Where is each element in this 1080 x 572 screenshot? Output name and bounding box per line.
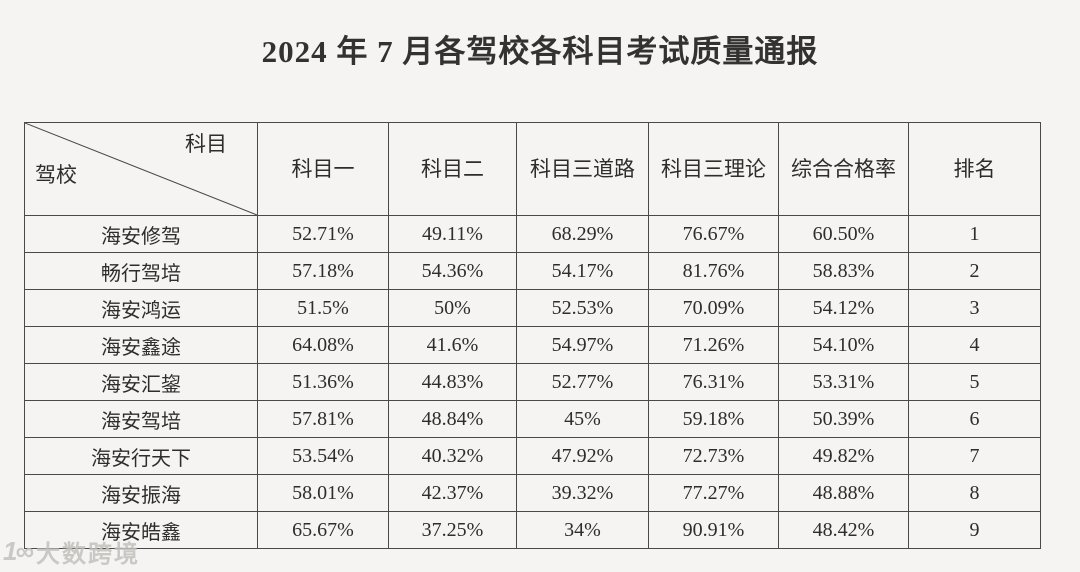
page-title: 2024 年 7 月各驾校各科目考试质量通报 — [261, 34, 819, 69]
subject2-cell: 44.83% — [388, 363, 517, 401]
subject2-cell: 50% — [388, 289, 517, 327]
corner-label-subject: 科目 — [185, 132, 227, 156]
diagonal-divider-line — [25, 123, 257, 215]
subject3-road-cell: 39.32% — [516, 474, 649, 512]
school-name-cell: 海安驾培 — [24, 400, 258, 438]
subject1-cell: 58.01% — [257, 474, 389, 512]
rank-cell: 7 — [908, 437, 1041, 475]
table-row: 海安振海 58.01% 42.37% 39.32% 77.27% 48.88% … — [24, 474, 1041, 512]
rank-cell: 2 — [908, 252, 1041, 290]
subject3-road-cell: 54.97% — [516, 326, 649, 364]
overall-pass-rate-cell: 49.82% — [778, 437, 909, 475]
school-name-cell: 畅行驾培 — [24, 252, 258, 290]
subject3-theory-cell: 81.76% — [648, 252, 779, 290]
subject3-theory-cell: 71.26% — [648, 326, 779, 364]
subject3-theory-cell: 59.18% — [648, 400, 779, 438]
rank-cell: 1 — [908, 215, 1041, 253]
school-name-cell: 海安行天下 — [24, 437, 258, 475]
exam-quality-table: 科目 驾校 科目一 科目二 科目三道路 科目三理论 综合合格率 排名 海安修驾 … — [24, 122, 1041, 549]
table-row: 海安鑫途 64.08% 41.6% 54.97% 71.26% 54.10% 4 — [24, 326, 1041, 364]
col-header-subject3-theory: 科目三理论 — [648, 122, 779, 216]
school-name-cell: 海安振海 — [24, 474, 258, 512]
school-name-cell: 海安鸿运 — [24, 289, 258, 327]
col-header-rank: 排名 — [908, 122, 1041, 216]
subject1-cell: 51.36% — [257, 363, 389, 401]
rank-cell: 3 — [908, 289, 1041, 327]
school-name-cell: 海安鑫途 — [24, 326, 258, 364]
overall-pass-rate-cell: 53.31% — [778, 363, 909, 401]
rank-cell: 8 — [908, 474, 1041, 512]
subject2-cell: 42.37% — [388, 474, 517, 512]
subject3-theory-cell: 76.67% — [648, 215, 779, 253]
table-row: 海安驾培 57.81% 48.84% 45% 59.18% 50.39% 6 — [24, 400, 1041, 438]
subject1-cell: 57.18% — [257, 252, 389, 290]
col-header-overall-pass-rate: 综合合格率 — [778, 122, 909, 216]
subject3-road-cell: 52.53% — [516, 289, 649, 327]
school-name-cell: 海安修驾 — [24, 215, 258, 253]
subject3-road-cell: 47.92% — [516, 437, 649, 475]
subject1-cell: 57.81% — [257, 400, 389, 438]
subject3-theory-cell: 77.27% — [648, 474, 779, 512]
overall-pass-rate-cell: 50.39% — [778, 400, 909, 438]
overall-pass-rate-cell: 54.10% — [778, 326, 909, 364]
subject3-theory-cell: 90.91% — [648, 511, 779, 549]
overall-pass-rate-cell: 60.50% — [778, 215, 909, 253]
school-name-cell: 海安汇鋆 — [24, 363, 258, 401]
corner-label-school: 驾校 — [35, 162, 77, 187]
table-row: 海安汇鋆 51.36% 44.83% 52.77% 76.31% 53.31% … — [24, 363, 1041, 401]
overall-pass-rate-cell: 48.42% — [778, 511, 909, 549]
subject2-cell: 41.6% — [388, 326, 517, 364]
subject2-cell: 37.25% — [388, 511, 517, 549]
overall-pass-rate-cell: 54.12% — [778, 289, 909, 327]
table-row: 海安行天下 53.54% 40.32% 47.92% 72.73% 49.82%… — [24, 437, 1041, 475]
subject1-cell: 65.67% — [257, 511, 389, 549]
subject3-theory-cell: 76.31% — [648, 363, 779, 401]
subject2-cell: 48.84% — [388, 400, 517, 438]
subject2-cell: 54.36% — [388, 252, 517, 290]
corner-header-cell: 科目 驾校 — [24, 122, 258, 216]
subject1-cell: 53.54% — [257, 437, 389, 475]
subject1-cell: 52.71% — [257, 215, 389, 253]
rank-cell: 5 — [908, 363, 1041, 401]
overall-pass-rate-cell: 58.83% — [778, 252, 909, 290]
rank-cell: 4 — [908, 326, 1041, 364]
subject2-cell: 49.11% — [388, 215, 517, 253]
table-row: 畅行驾培 57.18% 54.36% 54.17% 81.76% 58.83% … — [24, 252, 1041, 290]
overall-pass-rate-cell: 48.88% — [778, 474, 909, 512]
subject3-road-cell: 52.77% — [516, 363, 649, 401]
subject3-theory-cell: 72.73% — [648, 437, 779, 475]
subject1-cell: 51.5% — [257, 289, 389, 327]
subject3-theory-cell: 70.09% — [648, 289, 779, 327]
subject3-road-cell: 68.29% — [516, 215, 649, 253]
col-header-subject1: 科目一 — [257, 122, 389, 216]
subject3-road-cell: 45% — [516, 400, 649, 438]
subject3-road-cell: 34% — [516, 511, 649, 549]
table-row: 海安鸿运 51.5% 50% 52.53% 70.09% 54.12% 3 — [24, 289, 1041, 327]
rank-cell: 9 — [908, 511, 1041, 549]
header-row: 科目 驾校 科目一 科目二 科目三道路 科目三理论 综合合格率 排名 — [24, 122, 1041, 216]
table-row: 海安皓鑫 65.67% 37.25% 34% 90.91% 48.42% 9 — [24, 511, 1041, 549]
col-header-subject3-road: 科目三道路 — [516, 122, 649, 216]
subject1-cell: 64.08% — [257, 326, 389, 364]
rank-cell: 6 — [908, 400, 1041, 438]
table-row: 海安修驾 52.71% 49.11% 68.29% 76.67% 60.50% … — [24, 215, 1041, 253]
subject2-cell: 40.32% — [388, 437, 517, 475]
subject3-road-cell: 54.17% — [516, 252, 649, 290]
school-name-cell: 海安皓鑫 — [24, 511, 258, 549]
col-header-subject2: 科目二 — [388, 122, 517, 216]
